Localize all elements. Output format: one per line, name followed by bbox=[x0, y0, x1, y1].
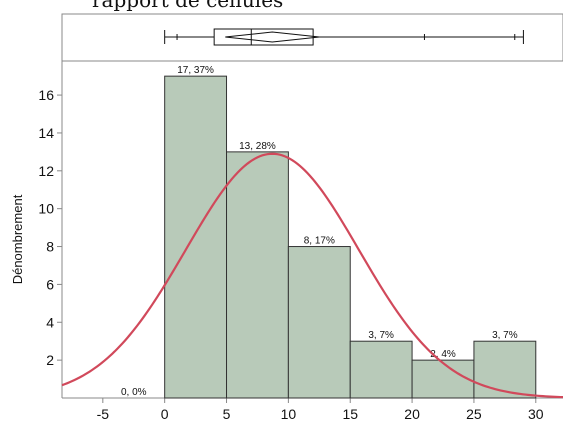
histogram-bar bbox=[349, 340, 413, 399]
histogram-bar bbox=[164, 75, 228, 399]
x-tick-label: -5 bbox=[97, 406, 110, 422]
histogram-bar bbox=[411, 359, 475, 399]
bar-value-label: 3, 7% bbox=[492, 330, 518, 341]
y-axis-title: Dénombrement bbox=[10, 194, 25, 284]
x-tick-label: 15 bbox=[342, 406, 358, 422]
bar-value-label: 8, 17% bbox=[304, 236, 335, 247]
y-tick-label: 12 bbox=[38, 163, 54, 179]
histogram-bar bbox=[287, 246, 351, 399]
y-tick-label: 4 bbox=[46, 314, 54, 330]
bar-value-label: 13, 28% bbox=[239, 141, 276, 152]
box-plot-frame bbox=[61, 13, 563, 62]
x-tick-label: 10 bbox=[281, 406, 297, 422]
normal-fit-curve bbox=[61, 152, 563, 399]
histogram-bar bbox=[473, 340, 537, 399]
bar-value-label: 17, 37% bbox=[177, 65, 214, 76]
histogram-bar bbox=[226, 151, 289, 399]
x-tick-label: 5 bbox=[223, 406, 231, 422]
bar-value-label: 2, 4% bbox=[430, 349, 456, 360]
box-plot-mean-diamond bbox=[225, 31, 320, 43]
y-tick-label: 6 bbox=[46, 276, 54, 292]
y-tick-label: 14 bbox=[38, 125, 54, 141]
x-tick-label: 30 bbox=[528, 406, 544, 422]
x-tick-label: 0 bbox=[161, 406, 169, 422]
box-plot-box bbox=[213, 28, 314, 46]
bar-value-label: 3, 7% bbox=[368, 330, 394, 341]
x-tick-label: 25 bbox=[466, 406, 482, 422]
y-tick-label: 16 bbox=[38, 87, 54, 103]
y-tick-label: 8 bbox=[46, 239, 54, 255]
y-tick-label: 10 bbox=[38, 201, 54, 217]
bar-value-label: 0, 0% bbox=[121, 387, 147, 398]
y-tick-label: 2 bbox=[46, 352, 54, 368]
page-title: rapport de cellules bbox=[92, 0, 284, 12]
x-tick-label: 20 bbox=[404, 406, 420, 422]
